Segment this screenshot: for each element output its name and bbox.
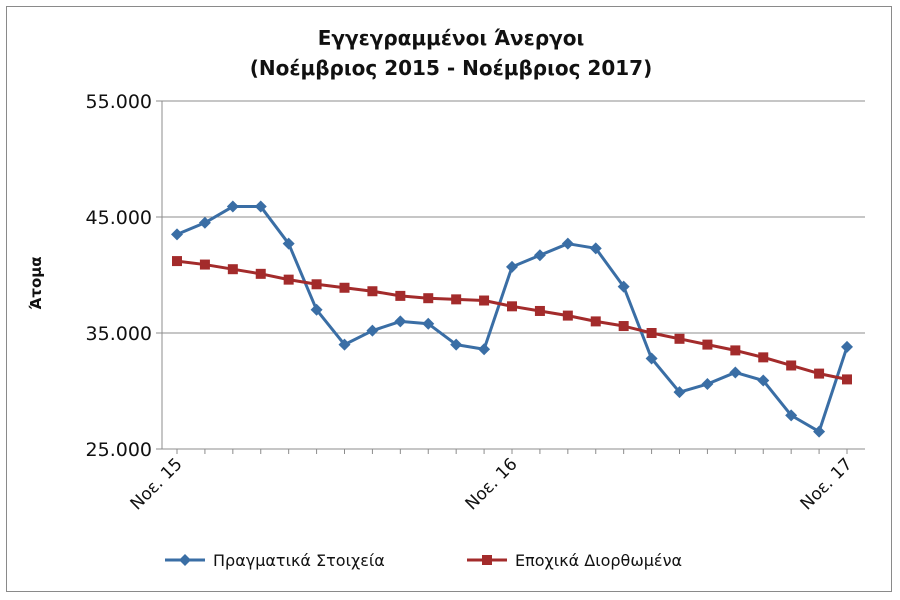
chart-title-line1: Εγγεγραμμένοι Άνεργοι	[318, 26, 585, 50]
data-point-diamond	[226, 200, 239, 213]
data-point-square	[255, 268, 266, 279]
data-point-square	[674, 333, 685, 344]
data-point-square	[758, 352, 769, 363]
data-point-diamond	[589, 242, 602, 255]
data-point-diamond	[254, 200, 267, 213]
legend: Πραγματικά Στοιχεία Εποχικά Διορθωμένα	[165, 551, 682, 570]
data-point-square	[283, 274, 294, 285]
y-tick-label: 25.000	[86, 439, 152, 461]
data-point-diamond	[394, 315, 407, 328]
data-point-diamond	[841, 340, 853, 353]
data-point-diamond	[617, 280, 630, 293]
x-tick-label: Νοε. 16	[462, 454, 522, 514]
data-point-square	[172, 256, 182, 267]
data-point-diamond	[422, 317, 435, 330]
data-point-square	[339, 282, 350, 293]
data-point-square	[730, 345, 741, 356]
y-tick-label: 45.000	[86, 207, 152, 229]
data-point-square	[451, 294, 462, 305]
data-point-diamond	[366, 324, 379, 337]
data-point-square	[786, 360, 797, 371]
data-point-diamond	[729, 366, 742, 379]
y-tick-label: 55.000	[86, 91, 152, 113]
data-point-diamond	[673, 386, 686, 399]
data-point-square	[814, 368, 825, 379]
data-point-diamond	[282, 237, 295, 250]
data-point-diamond	[533, 249, 546, 262]
data-point-diamond	[450, 338, 463, 351]
legend-label-1: Πραγματικά Στοιχεία	[213, 551, 385, 570]
data-point-square	[646, 328, 657, 338]
data-point-diamond	[171, 228, 183, 241]
data-point-square	[562, 310, 573, 321]
data-point-square	[479, 295, 490, 306]
legend-marker-diamond	[179, 554, 191, 566]
data-point-diamond	[198, 216, 211, 229]
data-point-diamond	[506, 260, 518, 273]
data-point-diamond	[701, 378, 714, 391]
legend-marker-square	[482, 555, 492, 565]
data-point-square	[311, 279, 322, 290]
data-point-diamond	[785, 409, 798, 422]
data-point-square	[842, 374, 852, 385]
data-point-diamond	[561, 237, 574, 250]
data-point-square	[618, 321, 629, 332]
y-tick-label: 35.000	[86, 323, 152, 345]
data-point-square	[199, 259, 210, 270]
chart-frame: Εγγεγραμμένοι Άνεργοι (Νοέμβριος 2015 - …	[6, 6, 892, 592]
data-point-square	[395, 290, 406, 301]
data-point-square	[227, 264, 238, 275]
x-tick-label: Νοε. 17	[797, 454, 857, 514]
data-point-diamond	[310, 303, 323, 316]
data-point-square	[507, 301, 517, 312]
data-point-diamond	[478, 343, 491, 356]
data-point-diamond	[338, 338, 351, 351]
data-point-square	[367, 286, 378, 297]
chart-title-line2: (Νοέμβριος 2015 - Νοέμβριος 2017)	[250, 56, 652, 80]
series-line-2	[176, 259, 848, 381]
series-line-1	[176, 205, 849, 434]
data-point-square	[423, 293, 434, 304]
data-point-diamond	[813, 425, 826, 438]
data-point-diamond	[645, 352, 658, 365]
series-group	[171, 200, 853, 438]
x-tick-label: Νοε. 15	[127, 454, 187, 514]
legend-label-2: Εποχικά Διορθωμένα	[515, 551, 682, 570]
data-point-square	[702, 339, 713, 350]
y-axis-label: Άτομα	[27, 256, 45, 309]
line-chart: Εγγεγραμμένοι Άνεργοι (Νοέμβριος 2015 - …	[27, 26, 865, 570]
data-point-diamond	[757, 374, 770, 387]
data-point-square	[534, 305, 545, 316]
data-point-square	[590, 316, 601, 327]
axes: 25.000 35.000 45.000 55.000 Νοε. 15 Νοε. 16 Νο…	[86, 91, 865, 514]
